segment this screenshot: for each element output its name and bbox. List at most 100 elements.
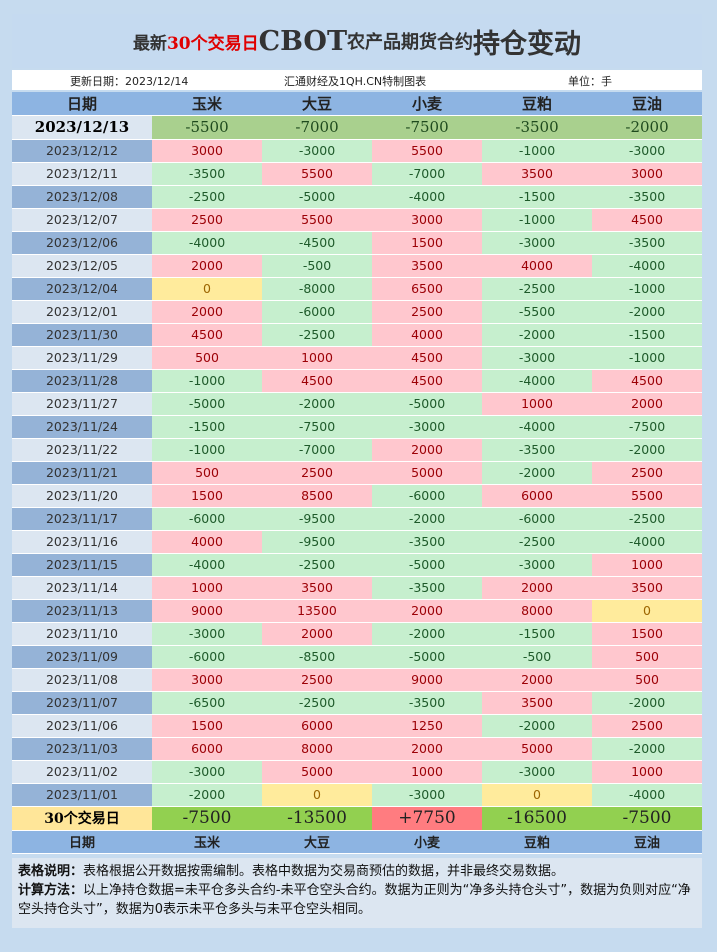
value-cell: 3000 bbox=[592, 162, 702, 186]
value-cell: -5000 bbox=[372, 645, 482, 669]
value-cell: -5000 bbox=[372, 392, 482, 416]
value-cell: -1000 bbox=[152, 438, 262, 462]
date-cell: 2023/11/16 bbox=[12, 530, 152, 554]
value-cell: 4000 bbox=[152, 530, 262, 554]
date-cell: 2023/11/10 bbox=[12, 622, 152, 646]
source: 汇通财经及1QH.CN特制图表 bbox=[284, 75, 427, 88]
total-value: +7750 bbox=[372, 806, 482, 831]
date-cell: 2023/11/03 bbox=[12, 737, 152, 761]
value-cell: -3000 bbox=[372, 415, 482, 439]
value-cell: 5000 bbox=[372, 461, 482, 485]
value-cell: -3500 bbox=[372, 691, 482, 715]
value-cell: -1500 bbox=[592, 323, 702, 347]
value-cell: -1000 bbox=[482, 208, 592, 232]
value-cell: 13500 bbox=[262, 599, 372, 623]
title-part: 30个交易日 bbox=[166, 33, 259, 54]
value-cell: -1000 bbox=[592, 346, 702, 370]
date-cell: 2023/11/22 bbox=[12, 438, 152, 462]
date-cell: 2023/12/07 bbox=[12, 208, 152, 232]
date-cell: 2023/11/27 bbox=[12, 392, 152, 416]
value-cell: -5000 bbox=[262, 185, 372, 209]
data-row: 2023/11/03 6000 8000 2000 5000 -2000 bbox=[12, 737, 702, 761]
value-cell: -4000 bbox=[152, 553, 262, 577]
data-row: 2023/12/12 3000 -3000 5500 -1000 -3000 bbox=[12, 139, 702, 163]
value-cell: 3000 bbox=[152, 139, 262, 163]
value-cell: -6000 bbox=[152, 645, 262, 669]
note: 表格说明：表格根据公开数据按需编制。表格中数据为交易商预估的数据，并非最终交易数… bbox=[18, 862, 696, 881]
value-cell: 2500 bbox=[592, 461, 702, 485]
value-cell: 4500 bbox=[152, 323, 262, 347]
value-cell: -3000 bbox=[372, 783, 482, 807]
value-cell: 2000 bbox=[482, 668, 592, 692]
value-cell: -2000 bbox=[482, 714, 592, 738]
data-row: 2023/11/13 9000 13500 2000 8000 0 bbox=[12, 599, 702, 623]
data-row: 2023/12/01 2000 -6000 2500 -5500 -2000 bbox=[12, 300, 702, 324]
data-row: 2023/11/30 4500 -2500 4000 -2000 -1500 bbox=[12, 323, 702, 347]
date-cell: 2023/12/08 bbox=[12, 185, 152, 209]
column-footer: 大豆 bbox=[262, 830, 372, 854]
value-cell: 4500 bbox=[262, 369, 372, 393]
value-cell: 5500 bbox=[262, 208, 372, 232]
value-cell: 3000 bbox=[372, 208, 482, 232]
value-cell: 1000 bbox=[372, 760, 482, 784]
value-cell: 6000 bbox=[152, 737, 262, 761]
value-cell: -8000 bbox=[262, 277, 372, 301]
latest-date: 2023/12/13 bbox=[12, 115, 152, 140]
subtitle-row: 更新日期：2023/12/14 汇通财经及1QH.CN特制图表 单位：手 bbox=[12, 70, 702, 90]
value-cell: 1250 bbox=[372, 714, 482, 738]
value-cell: 500 bbox=[592, 668, 702, 692]
latest-value: -7500 bbox=[372, 115, 482, 140]
date-cell: 2023/11/02 bbox=[12, 760, 152, 784]
value-cell: -7500 bbox=[262, 415, 372, 439]
value-cell: 0 bbox=[592, 599, 702, 623]
value-cell: 1500 bbox=[152, 714, 262, 738]
column-header: 日期 bbox=[12, 92, 152, 116]
value-cell: -2500 bbox=[262, 553, 372, 577]
value-cell: 500 bbox=[152, 461, 262, 485]
total-value: -16500 bbox=[482, 806, 592, 831]
note: 计算方法：以上净持仓数据=未平仓多头合约-未平仓空头合约。数据为正则为“净多头持… bbox=[18, 881, 696, 919]
value-cell: 6000 bbox=[482, 484, 592, 508]
date-cell: 2023/11/01 bbox=[12, 783, 152, 807]
column-footer: 豆粕 bbox=[482, 830, 592, 854]
data-row: 2023/11/17 -6000 -9500 -2000 -6000 -2500 bbox=[12, 507, 702, 531]
value-cell: -1000 bbox=[152, 369, 262, 393]
value-cell: -4000 bbox=[592, 254, 702, 278]
data-row: 2023/11/21 500 2500 5000 -2000 2500 bbox=[12, 461, 702, 485]
value-cell: -3500 bbox=[592, 185, 702, 209]
value-cell: -3500 bbox=[372, 530, 482, 554]
value-cell: 500 bbox=[592, 645, 702, 669]
date-cell: 2023/12/04 bbox=[12, 277, 152, 301]
value-cell: 2500 bbox=[592, 714, 702, 738]
value-cell: 3500 bbox=[592, 576, 702, 600]
value-cell: 5500 bbox=[592, 484, 702, 508]
value-cell: -3500 bbox=[482, 438, 592, 462]
value-cell: 2000 bbox=[482, 576, 592, 600]
value-cell: -4000 bbox=[592, 783, 702, 807]
data-row: 2023/11/24 -1500 -7500 -3000 -4000 -7500 bbox=[12, 415, 702, 439]
value-cell: -4000 bbox=[482, 369, 592, 393]
note-label: 计算方法： bbox=[18, 883, 84, 898]
value-cell: -2500 bbox=[262, 323, 372, 347]
value-cell: -3000 bbox=[482, 346, 592, 370]
date-cell: 2023/12/12 bbox=[12, 139, 152, 163]
value-cell: -3000 bbox=[262, 139, 372, 163]
value-cell: -4000 bbox=[152, 231, 262, 255]
value-cell: -9500 bbox=[262, 530, 372, 554]
value-cell: 4000 bbox=[372, 323, 482, 347]
value-cell: 1000 bbox=[592, 760, 702, 784]
value-cell: -5000 bbox=[152, 392, 262, 416]
value-cell: 4500 bbox=[372, 369, 482, 393]
value-cell: 2000 bbox=[372, 737, 482, 761]
value-cell: -4000 bbox=[482, 415, 592, 439]
date-cell: 2023/11/24 bbox=[12, 415, 152, 439]
data-row: 2023/11/06 1500 6000 1250 -2000 2500 bbox=[12, 714, 702, 738]
value-cell: -5000 bbox=[372, 553, 482, 577]
date-cell: 2023/12/11 bbox=[12, 162, 152, 186]
value-cell: 5500 bbox=[262, 162, 372, 186]
value-cell: 6500 bbox=[372, 277, 482, 301]
value-cell: 8000 bbox=[262, 737, 372, 761]
value-cell: -1500 bbox=[152, 415, 262, 439]
data-row: 2023/11/22 -1000 -7000 2000 -3500 -2000 bbox=[12, 438, 702, 462]
